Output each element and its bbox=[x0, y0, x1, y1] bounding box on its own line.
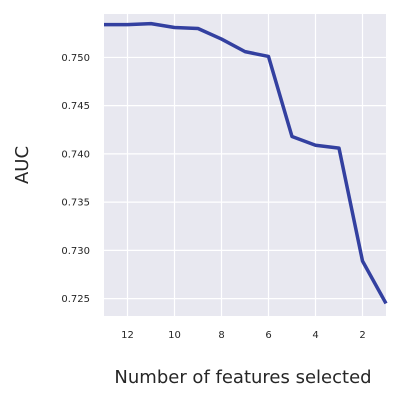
y-tick-label: 0.735 bbox=[61, 198, 90, 209]
x-tick-label: 8 bbox=[218, 330, 224, 341]
x-tick-label: 10 bbox=[168, 330, 181, 341]
series-layer bbox=[104, 21, 388, 305]
x-tick-label: 6 bbox=[265, 330, 271, 341]
x-tick-label: 2 bbox=[359, 330, 365, 341]
y-tick-labels: 0.725 0.730 0.735 0.740 0.745 0.750 bbox=[61, 53, 90, 305]
x-tick-label: 12 bbox=[121, 330, 134, 341]
series-line bbox=[104, 21, 388, 305]
y-tick-label: 0.740 bbox=[61, 149, 90, 160]
y-tick-label: 0.745 bbox=[61, 101, 90, 112]
plot-area bbox=[104, 14, 386, 316]
x-tick-label: 4 bbox=[312, 330, 318, 341]
y-tick-label: 0.750 bbox=[61, 53, 90, 64]
y-tick-label: 0.725 bbox=[61, 294, 90, 305]
y-axis-title: AUC bbox=[12, 146, 33, 184]
x-tick-labels: 12 10 8 6 4 2 bbox=[121, 330, 366, 341]
x-axis-title: Number of features selected bbox=[114, 367, 371, 388]
y-tick-label: 0.730 bbox=[61, 246, 90, 257]
